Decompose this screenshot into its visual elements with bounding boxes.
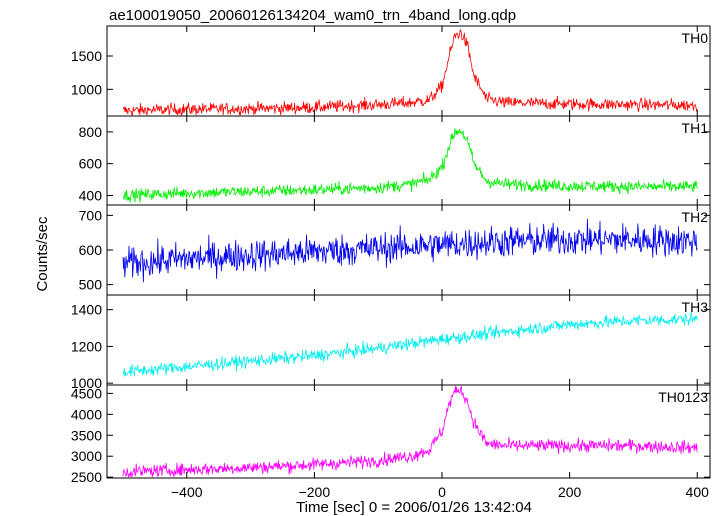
panel-th3: 1000 1200 1400 TH3 bbox=[71, 294, 711, 391]
panel-th0123: 2500 3000 3500 4000 4500 TH0123 bbox=[71, 384, 711, 485]
y-tick-label: 4500 bbox=[71, 385, 102, 401]
series-label: TH1 bbox=[682, 120, 709, 136]
series-th2 bbox=[122, 218, 698, 283]
series-th0123 bbox=[122, 385, 698, 478]
x-axis-label: Time [sec] 0 = 2006/01/26 13:42:04 bbox=[296, 499, 532, 516]
series-label: TH0 bbox=[682, 30, 709, 46]
y-tick-label: 600 bbox=[79, 242, 103, 258]
panel-th1: 400 600 800 TH1 bbox=[79, 115, 711, 206]
panel-frame bbox=[106, 384, 711, 479]
y-tick-label: 4000 bbox=[71, 406, 102, 422]
y-tick-label: 600 bbox=[79, 156, 103, 172]
y-tick-label: 1200 bbox=[71, 338, 102, 354]
y-tick-label: 1500 bbox=[71, 48, 102, 64]
panel-th2: 500 600 700 TH2 bbox=[79, 204, 711, 296]
series-label: TH0123 bbox=[658, 389, 708, 405]
y-axis-label: Counts/sec bbox=[34, 216, 51, 292]
x-tick-label: 200 bbox=[558, 484, 582, 500]
series-label: TH2 bbox=[682, 209, 709, 225]
x-axis: −400 −200 0 200 400 bbox=[171, 484, 709, 500]
y-tick-label: 400 bbox=[79, 187, 103, 203]
series-th1 bbox=[122, 128, 698, 203]
series-th3 bbox=[122, 312, 698, 377]
x-tick-label: −400 bbox=[171, 484, 203, 500]
y-tick-label: 3500 bbox=[71, 427, 102, 443]
panel-frame bbox=[106, 204, 711, 296]
x-tick-label: −200 bbox=[299, 484, 331, 500]
y-tick-label: 700 bbox=[79, 207, 103, 223]
y-tick-label: 3000 bbox=[71, 448, 102, 464]
y-tick-label: 2500 bbox=[71, 469, 102, 485]
y-tick-label: 800 bbox=[79, 124, 103, 140]
chart-title: ae100019050_20060126134204_wam0_trn_4ban… bbox=[109, 7, 516, 24]
series-label: TH3 bbox=[682, 299, 709, 315]
series-th0 bbox=[122, 28, 698, 116]
panel-th0: 1000 1500 TH0 bbox=[71, 25, 711, 117]
y-tick-label: 500 bbox=[79, 277, 103, 293]
y-tick-label: 1400 bbox=[71, 302, 102, 318]
y-tick-label: 1000 bbox=[71, 375, 102, 391]
x-tick-label: 0 bbox=[438, 484, 446, 500]
x-tick-label: 400 bbox=[686, 484, 710, 500]
y-tick-label: 1000 bbox=[71, 81, 102, 97]
